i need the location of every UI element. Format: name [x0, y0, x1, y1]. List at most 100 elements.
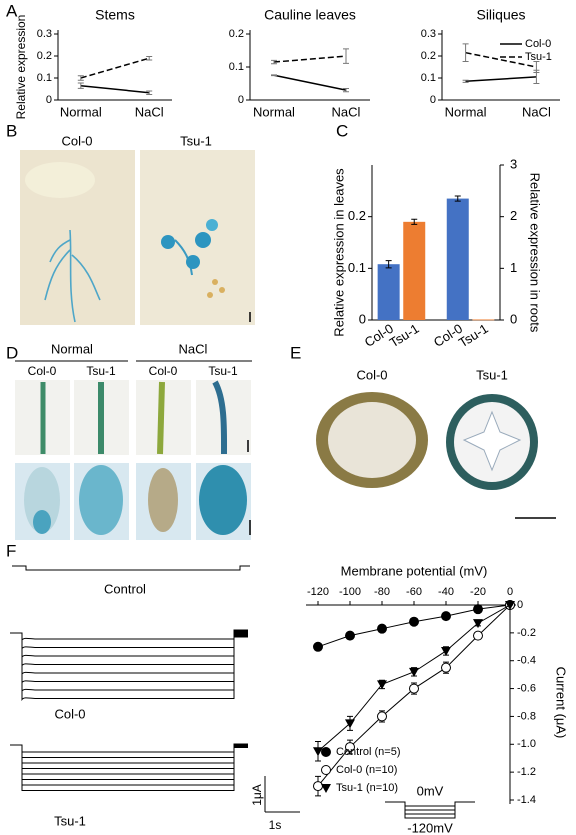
- marker: [345, 719, 355, 729]
- photo: [316, 392, 556, 519]
- y-tick-label: 0: [46, 94, 52, 106]
- y2-tick-label: 2: [510, 208, 517, 223]
- photo: [140, 150, 255, 325]
- x-tick-label: Tsu-1: [387, 321, 422, 351]
- error-bar: [385, 260, 392, 269]
- bar: [472, 319, 495, 321]
- x-tick-label: -20: [470, 586, 486, 598]
- series-line: [317, 604, 511, 752]
- marker: [409, 667, 419, 677]
- photo: [20, 150, 135, 325]
- chart-title: Siliques: [476, 7, 525, 23]
- y-tick-label: -0.8: [517, 710, 536, 722]
- protocol-label: 0mV: [417, 783, 444, 798]
- scale-label: 1s: [269, 818, 282, 832]
- y-tick-label: -0.2: [517, 627, 536, 639]
- x-tick-label: Normal: [253, 104, 295, 119]
- series-line: [80, 84, 150, 94]
- marker: [313, 641, 323, 652]
- genotype-label: Tsu-1: [208, 364, 238, 378]
- bar: [446, 198, 469, 320]
- error-bar: [146, 90, 153, 95]
- y-tick-label: -1.4: [517, 794, 536, 806]
- photo-label: Col-0: [356, 367, 387, 382]
- y-axis-label: Current (μA): [554, 667, 569, 739]
- trace: [10, 632, 248, 702]
- x-tick-label: -40: [438, 586, 454, 598]
- y-tick-label: -0.4: [517, 655, 536, 667]
- x-axis-label: Membrane potential (mV): [341, 563, 488, 578]
- y-tick-label: 0: [430, 94, 436, 106]
- marker: [321, 747, 331, 757]
- x-tick-label: -100: [339, 586, 361, 598]
- photo-label: Tsu-1: [476, 367, 508, 382]
- x-tick-label: Normal: [60, 104, 102, 119]
- marker: [473, 630, 483, 641]
- y-tick-label: 0.1: [229, 61, 244, 73]
- x-tick-label: -60: [406, 586, 422, 598]
- x-tick-label: Tsu-1: [456, 321, 491, 351]
- x-tick-label: Normal: [445, 104, 487, 119]
- marker: [441, 662, 451, 673]
- trace: [12, 565, 250, 571]
- panel-label: C: [336, 121, 348, 140]
- marker: [377, 623, 387, 634]
- error-bar: [533, 61, 540, 73]
- y-tick-label: 0.2: [37, 50, 52, 62]
- marker: [441, 646, 451, 656]
- bar: [403, 221, 426, 320]
- error-bar: [462, 43, 469, 62]
- marker: [409, 616, 419, 627]
- marker: [409, 683, 419, 694]
- trace: [10, 631, 248, 659]
- y-tick-label: 0.1: [421, 72, 436, 84]
- genotype-label: Col-0: [28, 364, 57, 378]
- trace: [10, 744, 248, 758]
- marker: [345, 742, 355, 753]
- series-line: [273, 55, 347, 63]
- marker: [321, 765, 331, 775]
- marker: [441, 611, 451, 622]
- trace-label: Tsu-1: [54, 813, 86, 828]
- genotype-label: Tsu-1: [86, 364, 116, 378]
- marker: [313, 781, 323, 792]
- error-bar: [462, 79, 469, 83]
- series-line: [273, 74, 347, 91]
- photo-label: Col-0: [61, 133, 92, 148]
- error-bar: [343, 48, 349, 64]
- voltage-protocol: [385, 801, 475, 819]
- y-tick-label: -1.2: [517, 766, 536, 778]
- error-bar: [454, 195, 461, 202]
- y-tick-label: 0.2: [229, 28, 244, 40]
- trace: [10, 632, 248, 685]
- trace: [10, 632, 248, 693]
- panel-label: A: [6, 1, 18, 20]
- panel-label: D: [6, 343, 18, 362]
- x-tick-label: 0: [507, 586, 513, 598]
- x-tick-label: NaCl: [522, 104, 551, 119]
- trace: [10, 744, 248, 769]
- y2-tick-label: 0: [510, 311, 517, 326]
- bar: [377, 264, 400, 320]
- y-tick-label: 0: [238, 94, 244, 106]
- legend-label: Tsu-1: [525, 51, 552, 63]
- y-tick-label: -0.6: [517, 682, 536, 694]
- marker: [313, 747, 323, 757]
- y-tick-label: 0.3: [421, 28, 436, 40]
- trace: [10, 744, 248, 775]
- marker: [377, 680, 387, 690]
- error-bar: [271, 59, 277, 65]
- scale-bar: [264, 776, 300, 813]
- condition-label: Normal: [51, 341, 93, 356]
- y2-tick-label: 3: [510, 156, 517, 171]
- marker: [321, 784, 331, 793]
- trace: [10, 630, 248, 651]
- y-tick-label: -1.0: [517, 738, 536, 750]
- marker: [377, 711, 387, 722]
- photo-grid: [15, 380, 251, 540]
- scale-label: 1μA: [250, 784, 264, 806]
- condition-label: NaCl: [179, 341, 208, 356]
- y-tick-label: 0.2: [421, 50, 436, 62]
- error-bar: [77, 82, 84, 89]
